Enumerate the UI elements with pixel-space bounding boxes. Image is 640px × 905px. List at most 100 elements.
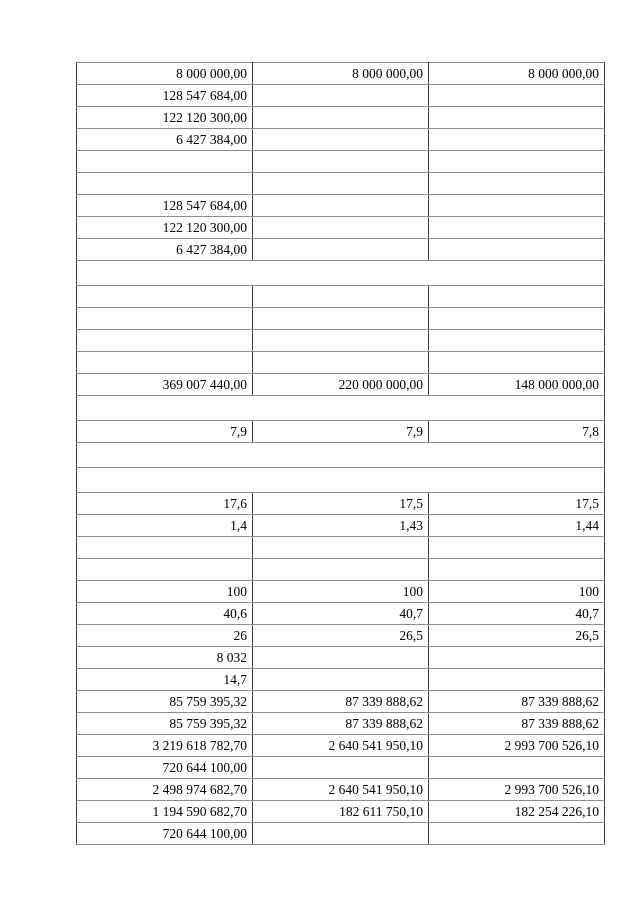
table-cell bbox=[252, 668, 429, 691]
table-cell bbox=[252, 172, 429, 195]
table-cell: 7,8 bbox=[428, 420, 605, 443]
table-cell: 6 427 384,00 bbox=[76, 238, 253, 261]
merged-row-cell bbox=[76, 442, 605, 468]
table-cell bbox=[428, 668, 605, 691]
table-cell: 1 194 590 682,70 bbox=[76, 800, 253, 823]
table-cell bbox=[428, 216, 605, 239]
table-cell bbox=[428, 329, 605, 352]
table-cell bbox=[428, 84, 605, 107]
table-cell bbox=[252, 536, 429, 559]
table-cell: 122 120 300,00 bbox=[76, 216, 253, 239]
table-row: 6 427 384,00 bbox=[76, 128, 605, 151]
table-row: 8 000 000,00 8 000 000,00 8 000 000,00 bbox=[76, 62, 605, 85]
table-cell bbox=[76, 307, 253, 330]
table-cell bbox=[76, 172, 253, 195]
table-row bbox=[76, 307, 605, 330]
table-cell: 17,5 bbox=[252, 492, 429, 515]
table-row: 128 547 684,00 bbox=[76, 84, 605, 107]
table-cell: 14,7 bbox=[76, 668, 253, 691]
table-cell: 100 bbox=[252, 580, 429, 603]
financial-table-body: 8 000 000,00 8 000 000,00 8 000 000,00 128 … bbox=[76, 62, 605, 845]
table-cell: 1,43 bbox=[252, 514, 429, 537]
table-cell: 8 000 000,00 bbox=[252, 62, 429, 85]
table-row bbox=[76, 395, 605, 421]
table-cell: 2 640 541 950,10 bbox=[252, 734, 429, 757]
table-cell: 148 000 000,00 bbox=[428, 373, 605, 396]
table-cell: 220 000 000,00 bbox=[252, 373, 429, 396]
table-cell bbox=[252, 329, 429, 352]
table-row: 85 759 395,32 87 339 888,62 87 339 888,62 bbox=[76, 712, 605, 735]
table-cell bbox=[252, 238, 429, 261]
table-cell: 40,7 bbox=[252, 602, 429, 625]
table-cell: 8 000 000,00 bbox=[76, 62, 253, 85]
table-cell: 122 120 300,00 bbox=[76, 106, 253, 129]
table-cell bbox=[252, 128, 429, 151]
table-cell: 2 993 700 526,10 bbox=[428, 778, 605, 801]
table-cell: 1,4 bbox=[76, 514, 253, 537]
table-cell bbox=[252, 307, 429, 330]
table-cell bbox=[252, 756, 429, 779]
table-cell bbox=[76, 558, 253, 581]
table-cell bbox=[428, 106, 605, 129]
merged-row-cell bbox=[76, 260, 605, 286]
table-cell: 87 339 888,62 bbox=[252, 690, 429, 713]
table-cell bbox=[428, 756, 605, 779]
table-row: 26 26,5 26,5 bbox=[76, 624, 605, 647]
table-cell: 3 219 618 782,70 bbox=[76, 734, 253, 757]
table-cell bbox=[76, 536, 253, 559]
table-cell: 182 611 750,10 bbox=[252, 800, 429, 823]
table-cell: 40,6 bbox=[76, 602, 253, 625]
table-cell: 720 644 100,00 bbox=[76, 756, 253, 779]
table-cell: 2 993 700 526,10 bbox=[428, 734, 605, 757]
table-row bbox=[76, 351, 605, 374]
table-row: 100 100 100 bbox=[76, 580, 605, 603]
table-cell: 7,9 bbox=[252, 420, 429, 443]
table-row: 720 644 100,00 bbox=[76, 822, 605, 845]
table-cell bbox=[76, 351, 253, 374]
table-cell: 87 339 888,62 bbox=[428, 712, 605, 735]
table-cell: 17,5 bbox=[428, 492, 605, 515]
table-cell bbox=[428, 307, 605, 330]
table-cell: 369 007 440,00 bbox=[76, 373, 253, 396]
financial-table: 8 000 000,00 8 000 000,00 8 000 000,00 128 … bbox=[76, 62, 605, 845]
table-cell bbox=[252, 84, 429, 107]
table-cell: 2 498 974 682,70 bbox=[76, 778, 253, 801]
table-row: 6 427 384,00 bbox=[76, 238, 605, 261]
table-cell: 7,9 bbox=[76, 420, 253, 443]
table-row: 1 194 590 682,70 182 611 750,10 182 254 22… bbox=[76, 800, 605, 823]
table-cell bbox=[76, 285, 253, 308]
merged-row-cell bbox=[76, 467, 605, 493]
table-row bbox=[76, 329, 605, 352]
table-cell bbox=[252, 558, 429, 581]
table-cell bbox=[252, 351, 429, 374]
table-cell: 6 427 384,00 bbox=[76, 128, 253, 151]
table-row: 122 120 300,00 bbox=[76, 216, 605, 239]
table-cell: 87 339 888,62 bbox=[252, 712, 429, 735]
table-cell bbox=[252, 822, 429, 845]
table-cell bbox=[428, 285, 605, 308]
table-row: 8 032 bbox=[76, 646, 605, 669]
table-cell: 100 bbox=[76, 580, 253, 603]
table-cell bbox=[428, 558, 605, 581]
table-cell: 26,5 bbox=[428, 624, 605, 647]
table-cell bbox=[252, 646, 429, 669]
table-row bbox=[76, 536, 605, 559]
table-cell bbox=[428, 128, 605, 151]
table-cell: 128 547 684,00 bbox=[76, 194, 253, 217]
table-row bbox=[76, 558, 605, 581]
table-cell: 17,6 bbox=[76, 492, 253, 515]
table-cell: 1,44 bbox=[428, 514, 605, 537]
table-cell bbox=[428, 822, 605, 845]
table-cell: 85 759 395,32 bbox=[76, 690, 253, 713]
table-row: 369 007 440,00 220 000 000,00 148 000 000,… bbox=[76, 373, 605, 396]
table-row bbox=[76, 260, 605, 286]
merged-row-cell bbox=[76, 395, 605, 421]
table-cell bbox=[428, 536, 605, 559]
table-cell: 40,7 bbox=[428, 602, 605, 625]
table-cell bbox=[428, 172, 605, 195]
table-row: 2 498 974 682,70 2 640 541 950,10 2 993 70… bbox=[76, 778, 605, 801]
table-cell bbox=[252, 150, 429, 173]
table-cell: 128 547 684,00 bbox=[76, 84, 253, 107]
table-row: 3 219 618 782,70 2 640 541 950,10 2 993 70… bbox=[76, 734, 605, 757]
